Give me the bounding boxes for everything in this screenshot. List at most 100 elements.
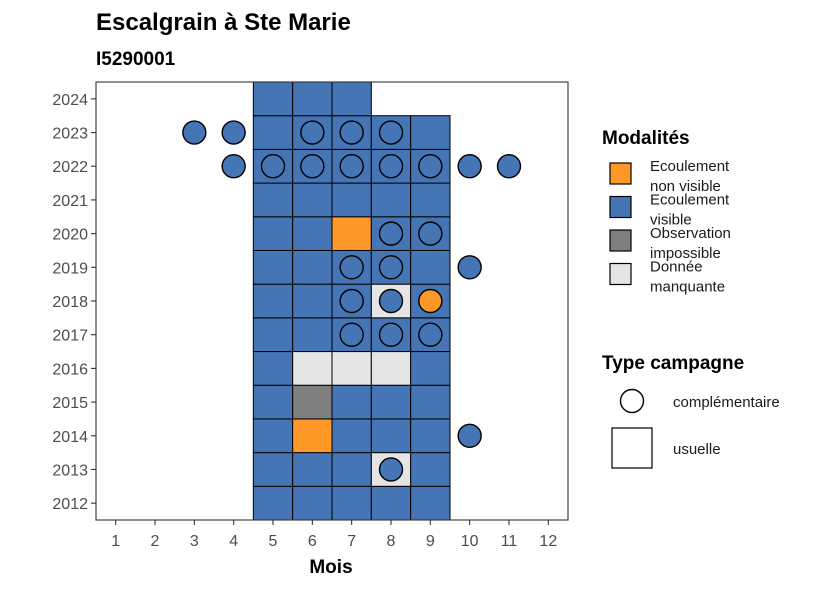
- circle-2018-8: [378, 288, 404, 314]
- cell-2014-7: [331, 418, 372, 454]
- cell-2023-9: [410, 115, 451, 150]
- cell-2013-9: [410, 452, 451, 487]
- cell-2014-9: [410, 418, 451, 454]
- circle-2019-8: [378, 255, 404, 280]
- circle-2022-8: [378, 154, 404, 179]
- circle-2022-10: [457, 154, 482, 179]
- y-tick-label-2020: 2020: [52, 227, 88, 244]
- cell-2012-7: [331, 485, 372, 521]
- circle-2022-7: [339, 154, 364, 179]
- cell-2018-6: [292, 283, 333, 319]
- cell-2013-6: [292, 452, 333, 487]
- cell-2023-5: [252, 115, 294, 150]
- legend-key-ecoulement-visible: [609, 195, 632, 219]
- legend: Modalités Type campagne Ecoulement non vi…: [602, 128, 780, 469]
- circle-2018-9: [418, 288, 443, 314]
- y-tick-label-2016: 2016: [52, 361, 88, 378]
- circle-2022-5: [260, 154, 286, 179]
- cell-2021-7: [331, 182, 372, 218]
- y-tick-label-2024: 2024: [52, 92, 88, 109]
- cell-2021-8: [370, 182, 412, 218]
- cell-2013-5: [252, 452, 294, 487]
- cell-2024-7: [331, 81, 372, 117]
- cell-2014-5: [252, 418, 294, 454]
- legend-label-ecoulement-non-visible-2: non visible: [650, 178, 721, 195]
- cell-2020-7: [331, 216, 372, 251]
- cell-2015-5: [252, 384, 294, 420]
- cell-2020-6: [292, 216, 333, 251]
- legend-label-ecoulement-non-visible-1: Ecoulement: [650, 158, 730, 175]
- y-axis: 2012 2013 2014 2015 2016 2017 2018 2019 2020 2021…: [52, 92, 96, 513]
- y-tick-label-2023: 2023: [52, 126, 88, 143]
- legend-label-donnee-manquante-2: manquante: [650, 279, 725, 296]
- circle-2019-10: [457, 255, 482, 280]
- cell-2016-6: [292, 351, 333, 386]
- legend-label-observation-impossible-1: Observation: [650, 225, 731, 242]
- y-tick-label-2015: 2015: [52, 395, 88, 412]
- x-tick-label-1: 1: [111, 533, 120, 550]
- cell-2012-9: [410, 485, 451, 521]
- x-tick-label-7: 7: [347, 533, 356, 550]
- circle-2020-8: [378, 221, 404, 246]
- legend-key-observation-impossible: [609, 229, 632, 252]
- circle-2017-7: [339, 322, 364, 347]
- x-axis-title: Mois: [309, 557, 352, 578]
- cell-2019-6: [292, 249, 333, 285]
- cell-2021-5: [252, 182, 294, 218]
- chart-subtitle: I5290001: [96, 49, 176, 70]
- circles-layer: [182, 120, 522, 482]
- cell-2012-6: [292, 485, 333, 521]
- circle-2018-7: [339, 288, 364, 314]
- cell-2021-6: [292, 182, 333, 218]
- circle-2023-4: [221, 120, 246, 145]
- cell-2015-7: [331, 384, 372, 420]
- cell-2016-9: [410, 351, 451, 386]
- y-tick-label-2012: 2012: [52, 496, 88, 513]
- x-tick-label-12: 12: [539, 533, 557, 550]
- circle-2022-9: [418, 154, 443, 179]
- cell-2016-5: [252, 351, 294, 386]
- cell-2019-9: [410, 249, 451, 285]
- circle-2023-6: [300, 120, 325, 145]
- cell-2018-5: [252, 283, 294, 319]
- cell-2014-6: [292, 418, 333, 454]
- chart-title: Escalgrain à Ste Marie: [96, 9, 351, 36]
- y-tick-label-2022: 2022: [52, 159, 88, 176]
- cell-2012-5: [252, 485, 294, 521]
- x-tick-label-4: 4: [229, 533, 238, 550]
- x-tick-label-9: 9: [426, 533, 435, 550]
- x-tick-label-10: 10: [461, 533, 479, 550]
- cell-2017-6: [292, 317, 333, 353]
- cell-2016-8: [370, 351, 412, 386]
- legend-title-modalites: Modalités: [602, 128, 690, 149]
- circle-2022-6: [300, 154, 325, 179]
- y-tick-label-2019: 2019: [52, 260, 88, 277]
- y-tick-label-2021: 2021: [52, 193, 88, 210]
- legend-key-donnee-manquante: [609, 262, 632, 286]
- circle-2017-9: [418, 322, 443, 347]
- legend-label-ecoulement-visible-2: visible: [650, 212, 692, 229]
- cell-2024-5: [252, 81, 294, 117]
- cell-2020-5: [252, 216, 294, 251]
- y-tick-label-2018: 2018: [52, 294, 88, 311]
- legend-key-complementaire: [619, 388, 645, 414]
- circle-2023-8: [378, 120, 404, 145]
- legend-label-complementaire: complémentaire: [673, 394, 780, 411]
- x-tick-label-11: 11: [501, 533, 518, 550]
- legend-key-usuelle: [611, 427, 653, 469]
- legend-key-ecoulement-non-visible: [609, 162, 632, 185]
- x-tick-label-8: 8: [387, 533, 396, 550]
- circle-2022-11: [496, 154, 522, 179]
- x-tick-label-3: 3: [190, 533, 199, 550]
- circle-2020-9: [418, 221, 443, 246]
- legend-label-donnee-manquante-1: Donnée: [650, 259, 703, 276]
- cell-2024-6: [292, 81, 333, 117]
- x-axis: 1 2 3 4 5 6 7 8 9 10 11 12: [111, 520, 557, 550]
- x-tick-label-5: 5: [269, 533, 278, 550]
- legend-title-type-campagne: Type campagne: [602, 353, 744, 374]
- legend-label-usuelle: usuelle: [673, 441, 721, 458]
- circle-2019-7: [339, 255, 364, 280]
- y-tick-label-2013: 2013: [52, 462, 88, 479]
- circle-2023-7: [339, 120, 364, 145]
- x-tick-label-2: 2: [151, 533, 160, 550]
